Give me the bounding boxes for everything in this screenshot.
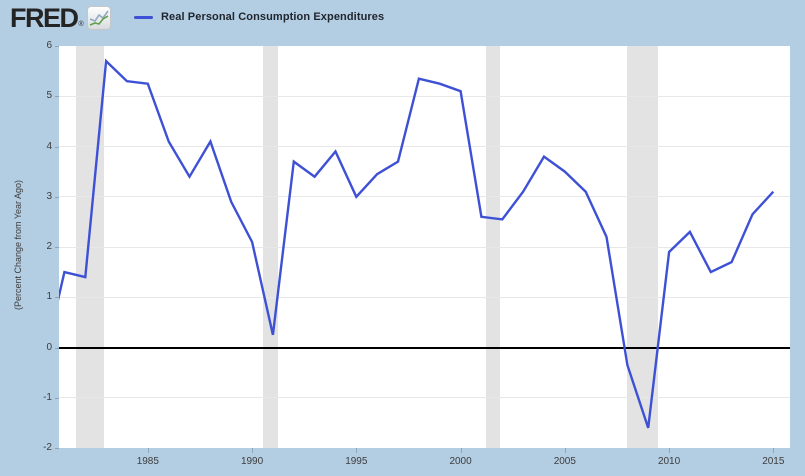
x-tick-label: 2015 [762,456,785,467]
x-tick-label: 1995 [345,456,368,467]
x-tick-label: 2000 [449,456,472,467]
fred-logo-text: FRED [10,3,79,33]
plot-area [59,46,790,448]
x-tick-label: 1990 [240,456,264,467]
y-tick-mark [55,397,59,399]
x-tick-mark [669,448,671,453]
y-tick-mark [55,347,59,349]
y-tick-mark [55,196,59,198]
y-tick-label: -2 [43,442,52,453]
y-tick-mark [55,297,59,299]
y-tick-mark [55,96,59,98]
fred-logo[interactable]: FRED ® [10,3,111,33]
legend-line-swatch [134,15,153,19]
y-tick-label: 5 [46,90,52,102]
x-tick-label: 1985 [136,456,159,467]
x-tick-mark [252,448,254,453]
legend: Real Personal Consumption Expenditures [134,11,384,23]
y-tick-label: 2 [46,241,52,252]
x-tick-mark [356,448,358,453]
y-tick-mark [55,247,59,248]
y-tick-label: 0 [46,341,52,353]
gridline [59,246,790,248]
y-tick-mark [55,448,59,449]
x-tick-mark [460,448,462,453]
gridline [59,196,790,198]
gridline [59,146,790,147]
y-tick-label: 1 [46,291,52,303]
fred-line-chart-icon [86,6,111,30]
y-tick-label: 4 [46,140,52,152]
x-tick-label: 2005 [553,456,576,467]
gridline [59,95,790,97]
y-tick-label: -1 [43,391,52,403]
gridline [59,296,790,298]
x-tick-label: 2010 [657,456,681,467]
y-tick-mark [55,46,59,47]
y-tick-label: 6 [46,40,52,51]
y-tick-label: 3 [46,190,52,202]
graph-header: FRED ® Real Personal Consumption Expendi… [0,0,805,40]
x-tick-mark [147,448,149,453]
gridline [59,397,790,399]
x-tick-mark [773,448,775,453]
zero-line [59,346,790,349]
legend-series-label: Real Personal Consumption Expenditures [161,11,385,23]
y-tick-mark [55,146,59,148]
registered-trademark-symbol: ® [78,21,84,28]
data-line [59,58,775,429]
x-tick-mark [564,448,566,453]
